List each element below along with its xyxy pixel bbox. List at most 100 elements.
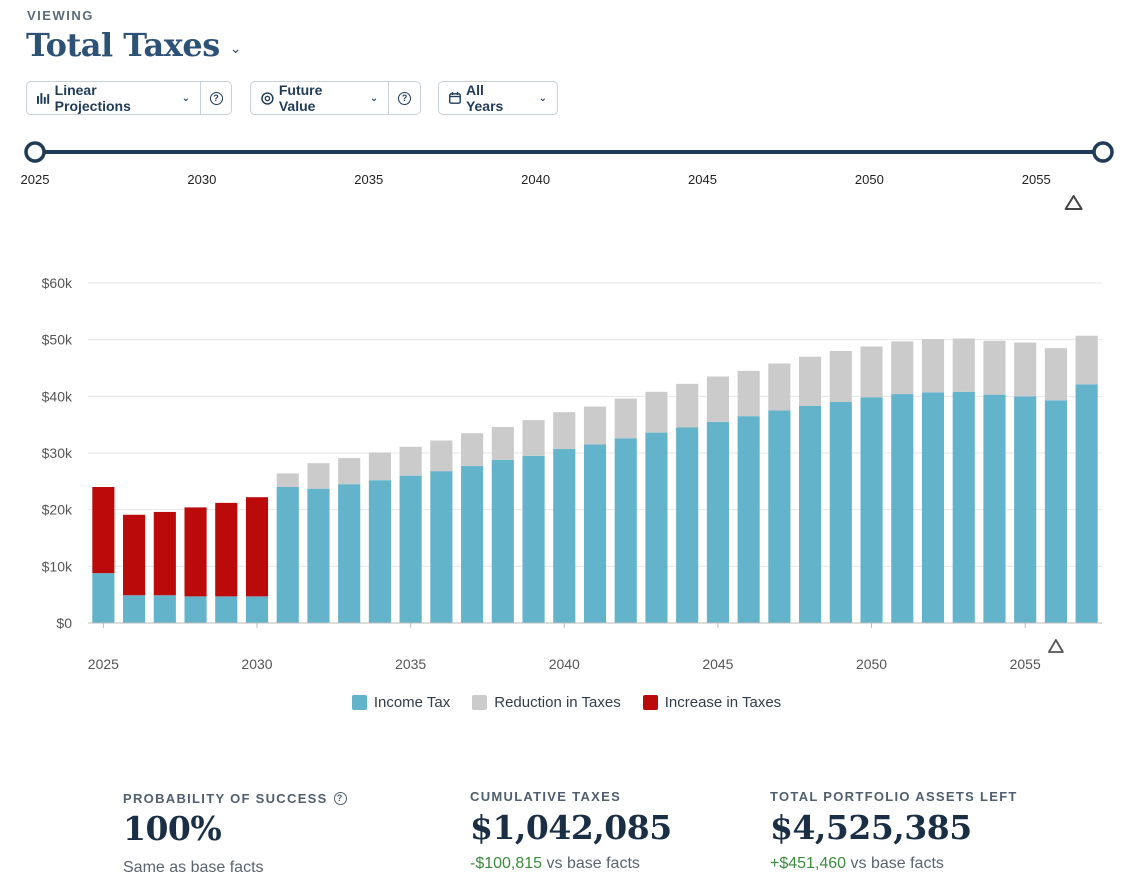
legend-swatch	[642, 695, 658, 710]
y-tick-label: $0	[56, 615, 72, 631]
legend-swatch	[351, 695, 367, 710]
legend-item-increase[interactable]: Increase in Taxes	[642, 694, 782, 711]
bar-segment	[614, 438, 637, 623]
y-tick-label: $30k	[42, 445, 73, 461]
projection-label: Linear Projections	[54, 82, 131, 114]
bar-segment	[737, 370, 760, 417]
bar-segment	[676, 383, 699, 428]
years-control: All Years ⌄	[438, 81, 558, 115]
bar-segment	[184, 507, 207, 597]
bar-segment	[983, 340, 1006, 395]
slider-tick-label: 2055	[1022, 172, 1051, 187]
bar-segment	[123, 595, 146, 623]
bar-segment	[368, 452, 391, 481]
chart-legend: Income Tax Reduction in Taxes Increase i…	[0, 694, 1133, 711]
value-label: Future Value	[278, 82, 323, 114]
bar-segment	[522, 455, 545, 623]
x-tick-label: 2055	[1010, 656, 1041, 672]
value-dropdown[interactable]: Future Value ⌄	[251, 82, 388, 114]
bar-segment	[952, 391, 975, 623]
bar-segment	[583, 444, 607, 623]
bar-segment	[1075, 384, 1098, 623]
bar-segment	[338, 458, 361, 485]
bar-segment	[368, 480, 391, 623]
x-tick-label: 2045	[702, 656, 733, 672]
legend-label: Increase in Taxes	[664, 694, 782, 711]
bar-segment	[430, 440, 453, 472]
bar-segment	[1014, 396, 1037, 623]
bar-segment	[276, 473, 299, 487]
chevron-down-icon: ⌄	[369, 92, 379, 104]
bar-segment	[676, 427, 699, 623]
bar-segment	[891, 394, 914, 623]
calendar-icon	[449, 92, 461, 104]
bar-segment	[829, 351, 852, 402]
bar-segment	[921, 392, 945, 623]
bar-segment	[799, 405, 822, 623]
slider-tick-label: 2035	[354, 172, 383, 187]
help-icon: ?	[209, 91, 223, 105]
y-tick-label: $50k	[42, 332, 73, 348]
bar-segment	[1014, 342, 1037, 397]
value-help-button[interactable]: ?	[388, 82, 420, 114]
bar-segment	[1044, 348, 1067, 401]
legend-label: Income Tax	[373, 694, 451, 711]
bar-segment	[92, 573, 115, 623]
bar-segment	[706, 376, 729, 422]
bar-segment	[952, 338, 975, 392]
bar-segment	[768, 410, 791, 623]
portfolio-value: $4,525,385	[770, 808, 972, 847]
portfolio-sub-text: vs base facts	[846, 855, 944, 872]
viewing-label: VIEWING	[27, 8, 94, 23]
legend-item-reduction[interactable]: Reduction in Taxes	[472, 694, 621, 711]
x-tick-label: 2040	[549, 656, 580, 672]
bar-segment	[215, 596, 238, 623]
projection-dropdown[interactable]: Linear Projections ⌄	[27, 82, 200, 114]
legend-item-income-tax[interactable]: Income Tax	[351, 694, 451, 711]
projection-help-button[interactable]: ?	[200, 82, 231, 114]
view-selector[interactable]: Total Taxes ⌄	[26, 26, 241, 64]
bar-segment	[706, 421, 729, 623]
projection-control: Linear Projections ⌄ ?	[26, 81, 232, 115]
bar-segment	[491, 426, 514, 460]
bar-segment	[184, 596, 207, 623]
cumulative-sub: -$100,815 vs base facts	[470, 855, 672, 873]
chevron-down-icon: ⌄	[181, 92, 190, 104]
legend-swatch	[472, 695, 488, 710]
slider-marker-icon	[1064, 195, 1083, 210]
x-tick-label: 2050	[856, 656, 887, 672]
slider-tick-label: 2050	[855, 172, 884, 187]
bar-segment	[522, 420, 545, 456]
slider-handle-end[interactable]	[1092, 141, 1114, 163]
bar-segment	[1044, 400, 1067, 623]
years-label: All Years	[465, 82, 504, 114]
bar-segment	[276, 487, 299, 623]
bar-segment	[1075, 335, 1098, 385]
bar-segment	[153, 511, 176, 596]
slider-tick-label: 2045	[688, 172, 717, 187]
year-range-slider[interactable]: 2025 2030 2035 2040 2045 2050 2055	[0, 130, 1133, 220]
bar-segment	[92, 487, 115, 574]
currency-icon	[261, 91, 274, 105]
bar-segment	[768, 363, 791, 411]
slider-handle-start[interactable]	[24, 141, 46, 163]
bar-segment	[860, 397, 883, 623]
years-dropdown[interactable]: All Years ⌄	[439, 82, 557, 114]
cumulative-value: $1,042,085	[470, 808, 672, 847]
y-tick-label: $40k	[42, 388, 73, 404]
probability-stat: PROBABILITY OF SUCCESS ? 100% Same as ba…	[123, 791, 347, 877]
chevron-down-icon: ⌄	[229, 39, 242, 56]
bar-segment	[645, 432, 668, 623]
chevron-down-icon: ⌄	[538, 92, 547, 104]
bar-segment	[123, 514, 146, 596]
taxes-bar-chart: $0 $10k $20k $30k $40k $50k $60k 2025 2030 2035 20…	[42, 275, 1102, 672]
probability-label: PROBABILITY OF SUCCESS	[123, 791, 328, 806]
bar-segment	[491, 459, 514, 623]
slider-tick-label: 2040	[521, 172, 550, 187]
bar-segment	[983, 394, 1006, 623]
bar-segment	[614, 398, 637, 439]
help-icon[interactable]: ?	[333, 792, 347, 805]
bar-segment	[891, 341, 914, 395]
bar-segment	[553, 412, 576, 450]
bar-segment	[215, 502, 238, 597]
